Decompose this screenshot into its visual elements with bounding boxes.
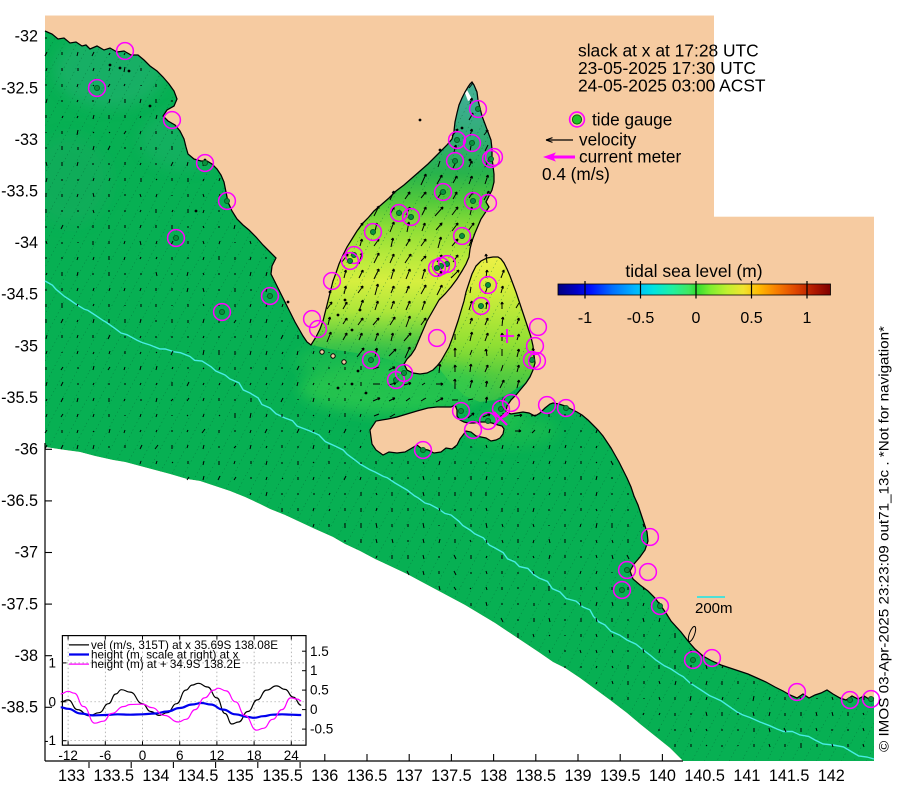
svg-text:1: 1 [48,655,56,670]
svg-text:136: 136 [311,767,338,785]
svg-text:-36.5: -36.5 [1,492,38,510]
svg-text:0.4 (m/s): 0.4 (m/s) [542,164,610,184]
svg-text:-35.5: -35.5 [1,389,38,407]
svg-text:137: 137 [396,767,423,785]
svg-text:0: 0 [310,702,318,717]
svg-text:-34: -34 [15,234,38,252]
svg-text:141: 141 [733,767,760,785]
svg-text:-33: -33 [15,131,38,149]
svg-text:-37.5: -37.5 [1,595,38,613]
svg-text:-33.5: -33.5 [1,183,38,201]
svg-text:height (m) at + 34.9S 138.2E: height (m) at + 34.9S 138.2E [91,658,241,671]
svg-text:0: 0 [48,694,56,709]
svg-text:142: 142 [818,767,845,785]
svg-text:-37: -37 [15,544,38,562]
svg-text:140.5: 140.5 [684,767,725,785]
svg-text:6: 6 [176,748,184,763]
svg-text:1: 1 [803,310,812,327]
svg-text:134.5: 134.5 [178,767,219,785]
svg-text:24: 24 [284,748,300,763]
svg-text:141.5: 141.5 [769,767,810,785]
svg-text:139: 139 [564,767,591,785]
svg-text:140: 140 [649,767,676,785]
svg-text:tidal sea level (m): tidal sea level (m) [625,261,762,281]
svg-text:24-05-2025 03:00 ACST: 24-05-2025 03:00 ACST [578,76,766,96]
svg-text:-32: -32 [15,28,38,46]
svg-text:-35: -35 [15,337,38,355]
svg-text:-0.5: -0.5 [627,310,655,327]
svg-text:12: 12 [209,748,224,763]
svg-text:138: 138 [480,767,507,785]
svg-text:-32.5: -32.5 [1,79,38,97]
svg-text:133.5: 133.5 [93,767,134,785]
svg-text:135.5: 135.5 [262,767,303,785]
svg-text:-12: -12 [58,748,78,763]
svg-text:139.5: 139.5 [600,767,641,785]
svg-text:1: 1 [310,663,318,678]
svg-text:138.5: 138.5 [516,767,557,785]
svg-text:© IMOS 03-Apr-2025 23:23:09 ou: © IMOS 03-Apr-2025 23:23:09 out71_13c . … [877,325,892,752]
svg-text:vel (m/s, 315T) at x 35.69S 13: vel (m/s, 315T) at x 35.69S 138.08E [91,639,278,652]
svg-text:23-05-2025 17:30 UTC: 23-05-2025 17:30 UTC [578,58,756,78]
svg-text:tide gauge: tide gauge [592,110,672,130]
svg-text:0: 0 [139,748,147,763]
svg-text:135: 135 [227,767,254,785]
svg-text:134: 134 [142,767,169,785]
svg-text:-38.5: -38.5 [1,699,38,717]
svg-text:-1: -1 [578,310,592,327]
svg-text:133: 133 [58,767,85,785]
svg-text:-6: -6 [99,748,111,763]
svg-text:-36: -36 [15,441,38,459]
svg-text:136.5: 136.5 [347,767,388,785]
svg-text:-38: -38 [15,647,38,665]
svg-text:0.5: 0.5 [740,310,762,327]
svg-text:-0.5: -0.5 [310,722,333,737]
svg-text:1.5: 1.5 [310,644,329,659]
svg-text:137.5: 137.5 [431,767,472,785]
svg-text:200m: 200m [695,600,733,617]
svg-text:18: 18 [247,748,262,763]
svg-text:velocity: velocity [579,130,637,150]
svg-text:height (m, scale at right) at: height (m, scale at right) at x [91,649,239,662]
svg-text:current meter: current meter [579,147,681,167]
svg-text:slack at x at 17:28 UTC: slack at x at 17:28 UTC [578,41,759,61]
svg-text:0: 0 [692,310,701,327]
svg-text:-34.5: -34.5 [1,286,38,304]
svg-text:-1: -1 [44,733,56,748]
svg-text:0.5: 0.5 [310,683,329,698]
